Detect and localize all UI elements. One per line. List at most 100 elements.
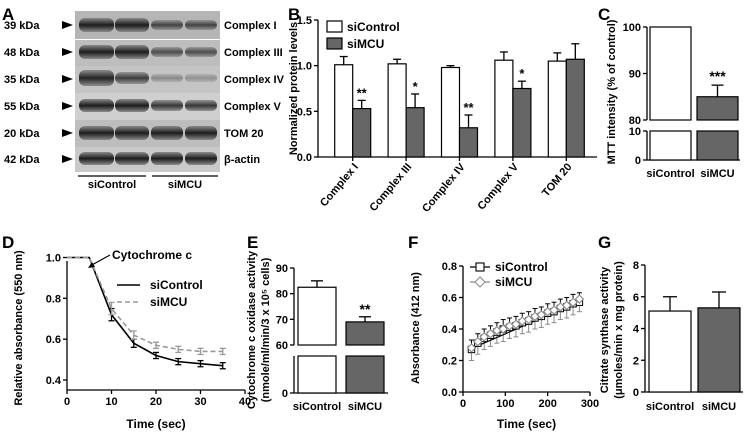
data-point [479,332,489,342]
legend-label: siMCU [347,37,384,51]
y-tick-label: 0.0 [442,387,457,399]
y-tick-label: 0.6 [46,334,61,346]
blot-strip-beta-actin [75,147,220,172]
blot-strip-complex-iii [75,40,220,66]
y-tick-label: 8 [633,260,639,272]
cytochrome-annotation: Cytochrome c [112,248,192,262]
data-point [561,300,572,311]
y-axis-label: (nmole/ml/min/3 x 10⁵ cells) [260,257,272,402]
bar [387,63,407,158]
data-point [511,319,521,330]
y-tick-label: 0.6 [442,293,457,305]
x-tick-label: TOM 20 [540,161,575,199]
bar [297,355,337,394]
x-tick-label: siMCU [348,401,382,413]
arrowhead-icon [88,262,95,268]
x-tick-label: siControl [646,168,694,180]
axis-break [641,122,741,130]
chart-absorbance-412: 0 100 200 300 0.0 0.2 0.4 0.6 0.8 Time (sec) Absor… [410,260,599,431]
y-tick-label: 90 [276,263,288,275]
bar [345,321,385,346]
y-tick-label: 1.0 [297,61,312,73]
bar [512,87,532,158]
y-axis-label: MTT intensity (% of control) [606,19,618,164]
arrowhead-icon [62,102,73,110]
x-tick-label: Complex I [318,161,361,209]
x-tick-label: Complex III [367,161,414,214]
panel-letter-f: F [408,233,418,252]
bar [334,64,354,158]
chart-cytochrome-oxidase: 90 80 70 60 0 Cytochrome c oxidase activity (n… [246,250,388,413]
y-tick-label: 70 [276,314,288,326]
data-point [473,336,483,347]
legend-label: siMCU [495,275,532,289]
significance-mark: *** [709,68,726,84]
legend-marker [474,276,486,288]
bar [352,107,372,158]
kda-label: 48 kDa [4,47,40,59]
group-label: siMCU [168,179,202,191]
x-tick-label: 0 [64,396,70,408]
y-tick-label: 4 [633,324,640,336]
y-tick-label: 0.2 [442,356,457,368]
arrowhead-icon [62,48,73,56]
bar [440,66,461,158]
y-axis-label: Absorbance (412 nm) [410,272,422,384]
legend-label: siControl [150,278,203,292]
bar [649,26,692,121]
y-axis-label: Citrate synthase activity [599,266,611,393]
data-point [568,297,578,308]
x-tick-label: 30 [194,396,206,408]
x-tick-label: Complex IV [420,161,468,215]
arrowhead-icon [62,21,73,29]
series-line [67,256,223,367]
significance-mark: ** [463,100,474,115]
bar [696,96,739,121]
blot-strip-complex-v [75,93,220,120]
bar [648,310,692,393]
band-label: Complex V [224,101,282,113]
legend-swatch [326,20,343,33]
data-point [485,328,496,339]
band-label: TOM 20 [224,128,264,140]
y-tick-label: 0.5 [297,106,312,118]
legend-label: siControl [347,20,400,34]
x-tick-label: 200 [538,398,556,410]
arrowhead-icon [62,75,73,83]
group-label: siControl [88,179,136,191]
y-tick-label: 60 [276,340,288,352]
bar [297,286,337,346]
y-tick-label: 1.5 [297,15,312,27]
x-tick-label: siMCU [700,168,734,180]
y-tick-label: 0 [633,387,639,399]
blot-strip-complex-iv [75,66,220,93]
x-tick-label: 10 [105,396,117,408]
arrowhead-icon [62,155,73,163]
y-tick-label: 6 [633,292,639,304]
significance-mark: ** [357,85,368,100]
annotation-arrow [89,254,111,267]
data-point [523,314,534,325]
legend-swatch [326,37,343,50]
data-point [549,305,559,315]
chart-citrate-synthase: 0 2 4 6 8 Citrate synthase activity (μmoles/mi… [599,260,743,413]
panel-letter-b: B [288,5,300,24]
y-axis-label: Normalized protein levels [288,22,300,155]
y-tick-label: 0 [635,155,641,167]
legend-marker [475,262,485,272]
x-axis-label: Time (sec) [497,417,556,431]
y-tick-label: 0.4 [46,375,62,387]
y-tick-label: 2 [633,355,639,367]
legend-label: siMCU [150,295,187,309]
x-tick-label: Complex V [475,161,521,213]
kda-label: 35 kDa [4,74,40,86]
y-axis-label: (μmoles/min x mg protein) [613,261,625,399]
y-tick-label: 90 [629,69,641,81]
kda-label: 20 kDa [4,128,40,140]
band-label: Complex III [224,47,283,59]
kda-label: 39 kDa [4,20,40,32]
panel-letter-e: E [247,233,258,252]
bar [547,60,567,158]
band-label: Complex I [224,20,277,32]
